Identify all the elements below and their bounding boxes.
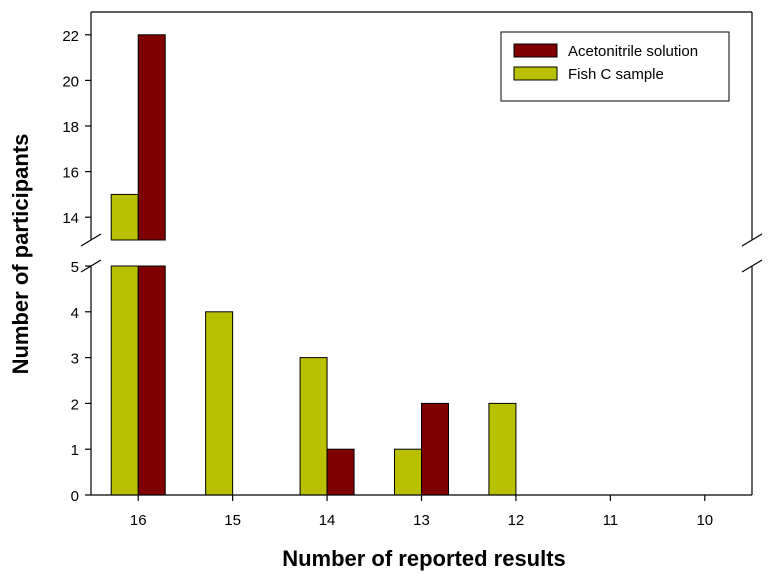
legend-label: Fish C sample <box>568 66 664 83</box>
y-tick-label: 1 <box>71 442 79 459</box>
y-tick-label: 5 <box>71 259 79 276</box>
x-tick-label: 11 <box>603 512 619 529</box>
bar-fish-c-sample-14 <box>299 357 328 496</box>
y-tick-label: 4 <box>71 305 79 322</box>
axis-break-mark <box>741 233 763 247</box>
y-tick-label: 3 <box>71 351 79 368</box>
x-tick-label: 10 <box>696 512 713 529</box>
bar-acetonitrile-solution-16-lower <box>137 265 166 496</box>
x-tick-label: 14 <box>319 512 336 529</box>
y-tick-label: 18 <box>62 119 79 136</box>
bar-fish-c-sample-16-lower <box>110 265 139 496</box>
x-tick-label: 13 <box>413 512 430 529</box>
bar-fish-c-sample-15 <box>205 311 234 496</box>
legend-swatch <box>513 43 558 58</box>
y-tick-label: 2 <box>71 396 79 413</box>
y-tick-label: 0 <box>71 488 79 505</box>
axis-break-mark <box>741 259 763 273</box>
y-axis-title: Number of participants <box>8 134 33 375</box>
y-tick-label: 20 <box>62 73 79 90</box>
bar-fish-c-sample-13 <box>394 448 422 496</box>
x-tick-label: 16 <box>130 512 147 529</box>
legend-label: Acetonitrile solution <box>568 43 698 60</box>
axis-break-gap <box>79 240 764 266</box>
bar-acetonitrile-solution-14 <box>326 448 355 496</box>
y-tick-label: 22 <box>62 28 79 45</box>
legend-swatch <box>513 66 558 81</box>
bar-fish-c-sample-12 <box>488 402 517 496</box>
bar-acetonitrile-solution-13 <box>421 402 449 496</box>
axis-break-mark <box>80 233 102 247</box>
bar-acetonitrile-solution-16-upper <box>137 34 166 241</box>
x-tick-label: 15 <box>224 512 241 529</box>
y-tick-label: 16 <box>62 165 79 182</box>
x-tick-label: 12 <box>508 512 525 529</box>
y-tick-label: 14 <box>62 210 79 227</box>
x-axis-title: Number of reported results <box>282 546 566 571</box>
bar-fish-c-sample-16-upper <box>110 193 139 241</box>
